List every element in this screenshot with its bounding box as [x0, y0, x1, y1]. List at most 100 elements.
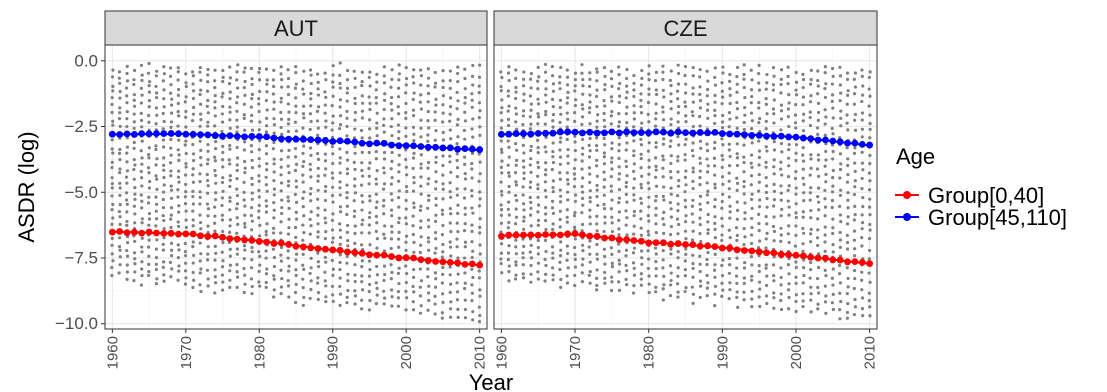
observation-point — [867, 271, 871, 275]
observation-point — [346, 288, 350, 293]
observation-point — [609, 95, 614, 99]
observation-point — [316, 166, 320, 170]
observation-point — [787, 224, 791, 228]
series-point — [623, 236, 630, 243]
observation-point — [382, 117, 386, 121]
observation-point — [588, 208, 592, 212]
observation-point — [360, 80, 364, 84]
observation-point — [816, 307, 820, 311]
observation-point — [367, 75, 371, 80]
observation-point — [471, 211, 475, 215]
observation-point — [316, 230, 320, 234]
observation-point — [338, 228, 342, 232]
series-point — [321, 137, 329, 144]
observation-point — [220, 129, 224, 134]
observation-point — [396, 271, 400, 275]
observation-point — [272, 162, 276, 166]
observation-point — [566, 90, 570, 94]
observation-point — [809, 310, 813, 314]
observation-point — [257, 174, 261, 178]
series-point — [263, 238, 271, 246]
observation-point — [279, 96, 283, 100]
series-point — [219, 132, 226, 140]
observation-point — [338, 284, 342, 289]
observation-point — [713, 186, 717, 190]
series-point — [182, 230, 190, 238]
observation-point — [360, 274, 364, 278]
observation-point — [470, 223, 474, 227]
observation-point — [390, 304, 394, 308]
observation-point — [528, 127, 533, 131]
series-point — [108, 130, 116, 138]
observation-point — [521, 123, 525, 127]
observation-point — [213, 281, 218, 285]
observation-point — [243, 159, 247, 164]
observation-point — [111, 123, 115, 127]
observation-point — [669, 271, 673, 275]
observation-point — [353, 118, 357, 122]
observation-point — [742, 298, 746, 302]
observation-point — [463, 177, 468, 181]
observation-point — [765, 81, 769, 85]
observation-point — [118, 203, 122, 207]
observation-point — [632, 214, 636, 218]
observation-point — [176, 66, 180, 70]
observation-point — [610, 221, 614, 225]
observation-point — [426, 275, 430, 279]
observation-point — [382, 65, 386, 69]
observation-point — [617, 111, 621, 116]
observation-point — [816, 174, 821, 178]
observation-point — [801, 299, 805, 303]
observation-point — [345, 204, 349, 208]
observation-point — [749, 161, 753, 165]
observation-point — [669, 83, 673, 88]
series-point — [248, 236, 256, 244]
observation-point — [838, 238, 842, 242]
observation-point — [162, 119, 166, 124]
observation-point — [581, 77, 585, 82]
observation-point — [257, 195, 261, 199]
series-point — [366, 251, 373, 259]
observation-point — [779, 214, 783, 218]
observation-point — [250, 284, 254, 289]
series-point — [307, 136, 315, 144]
observation-point — [382, 150, 387, 155]
observation-point — [191, 244, 195, 249]
observation-point — [374, 101, 378, 105]
observation-point — [522, 99, 526, 103]
observation-point — [404, 91, 408, 95]
observation-point — [213, 244, 217, 248]
observation-point — [418, 267, 422, 271]
observation-point — [868, 179, 872, 183]
observation-point — [139, 111, 143, 115]
observation-point — [280, 211, 284, 216]
observation-point — [242, 290, 246, 295]
observation-point — [528, 185, 532, 189]
observation-point — [675, 282, 680, 286]
observation-point — [257, 128, 261, 132]
observation-point — [352, 214, 356, 219]
observation-point — [780, 207, 784, 211]
observation-point — [750, 274, 754, 278]
series-point — [836, 256, 844, 264]
observation-point — [162, 88, 166, 92]
series-point — [586, 232, 594, 240]
observation-point — [838, 281, 843, 285]
observation-point — [169, 137, 173, 142]
observation-point — [772, 215, 776, 219]
observation-point — [735, 266, 739, 270]
observation-point — [221, 79, 225, 84]
observation-point — [404, 289, 408, 293]
observation-point — [147, 217, 152, 221]
observation-point — [559, 240, 563, 244]
observation-point — [559, 65, 563, 70]
observation-point — [595, 88, 599, 92]
observation-point — [206, 214, 210, 218]
observation-point — [353, 302, 357, 306]
series-point — [270, 240, 278, 247]
observation-point — [514, 207, 518, 211]
observation-point — [640, 262, 644, 266]
observation-point — [434, 180, 438, 184]
series-point — [549, 129, 557, 137]
series-point — [637, 237, 645, 245]
